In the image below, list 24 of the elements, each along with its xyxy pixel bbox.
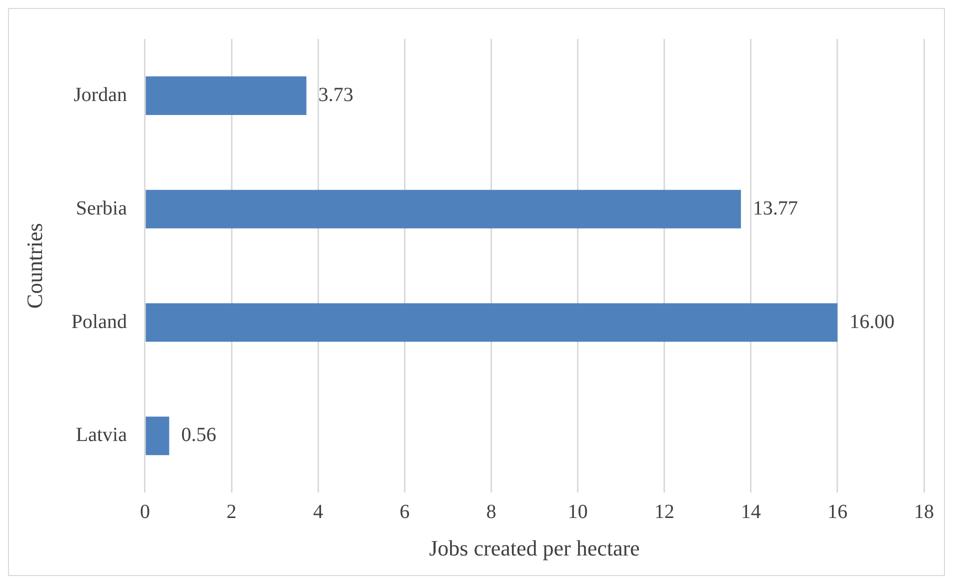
x-tick-label: 16 [827,500,848,523]
y-tick-label: Jordan [74,84,127,106]
y-tick-label: Serbia [76,197,128,220]
x-tick-label: 6 [400,500,410,523]
x-tick-label: 14 [740,500,761,523]
bar [146,416,170,456]
bar [146,190,741,228]
y-axis-title: Countries [22,223,47,309]
bar [146,303,838,342]
x-tick-label: 18 [914,500,934,523]
x-tick-label: 10 [568,500,588,523]
y-tick-label: Poland [71,310,127,333]
x-tick-label: 2 [226,500,237,523]
data-label: 3.73 [318,84,354,106]
data-label: 13.77 [752,197,798,220]
data-label: 16.00 [849,310,894,333]
data-label: 0.56 [181,424,216,446]
y-tick-label: Latvia [76,424,128,446]
bar [146,76,306,115]
x-axis-title: Jobs created per hectare [429,536,640,561]
x-tick-label: 8 [486,500,496,523]
x-tick-label: 4 [313,500,324,523]
x-tick-label: 12 [654,500,674,523]
x-tick-label: 0 [140,500,150,523]
